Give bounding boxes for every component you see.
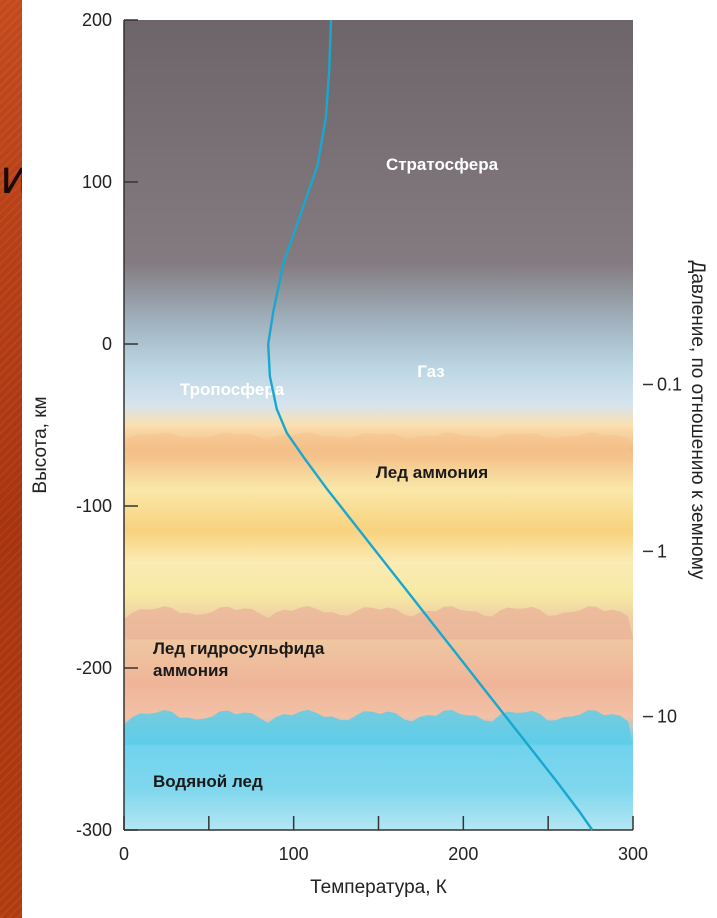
atmosphere-background <box>124 20 633 830</box>
figure-panel: -300 -200 -100 0 100 200 0 100 200 300 0.1 1 10 Стра… <box>22 0 717 918</box>
y2-tick-label: 10 <box>657 707 677 727</box>
y-tick-label: -300 <box>76 820 112 840</box>
y-tick-label: -200 <box>76 658 112 678</box>
water-ice-cloud-top <box>124 709 633 745</box>
label-troposphere: Тропосфера <box>180 380 285 399</box>
label-water-ice: Водяной лед <box>153 772 263 791</box>
label-ammonium-hydrosulfide-ice: Лед гидросульфида <box>153 639 325 658</box>
region-labels: Стратосфера Газ Тропосфера Лед аммония Лед г… <box>153 155 499 791</box>
jupiter-atmosphere-chart: -300 -200 -100 0 100 200 0 100 200 300 0.1 1 10 Стра… <box>30 10 708 898</box>
y2-axis-label: Давление, по отношению к земному <box>687 260 708 580</box>
x-tick-label: 0 <box>119 844 129 864</box>
hydrosulfide-cloud-top <box>124 606 633 640</box>
cloud-bands <box>124 432 633 745</box>
y-tick-label: 100 <box>82 172 112 192</box>
y-tick-label: -100 <box>76 496 112 516</box>
y2-tick-label: 0.1 <box>657 375 682 395</box>
x-tick-label: 200 <box>448 844 478 864</box>
label-gas: Газ <box>417 362 445 381</box>
label-stratosphere: Стратосфера <box>386 155 499 174</box>
x-tick-label: 300 <box>618 844 648 864</box>
y-axis-label: Высота, км <box>30 396 51 493</box>
label-ammonium-hydrosulfide-ice-line2: аммония <box>153 661 228 680</box>
y2-tick-label: 1 <box>657 541 667 561</box>
axes: -300 -200 -100 0 100 200 0 100 200 300 0.1 1 10 <box>76 10 682 864</box>
ammonia-cloud-top <box>124 432 633 462</box>
temperature-curve <box>267 19 594 831</box>
y-tick-label: 0 <box>102 334 112 354</box>
x-tick-label: 100 <box>279 844 309 864</box>
label-ammonia-ice: Лед аммония <box>376 463 488 482</box>
x-axis-label: Температура, К <box>310 877 447 898</box>
y-tick-label: 200 <box>82 10 112 30</box>
